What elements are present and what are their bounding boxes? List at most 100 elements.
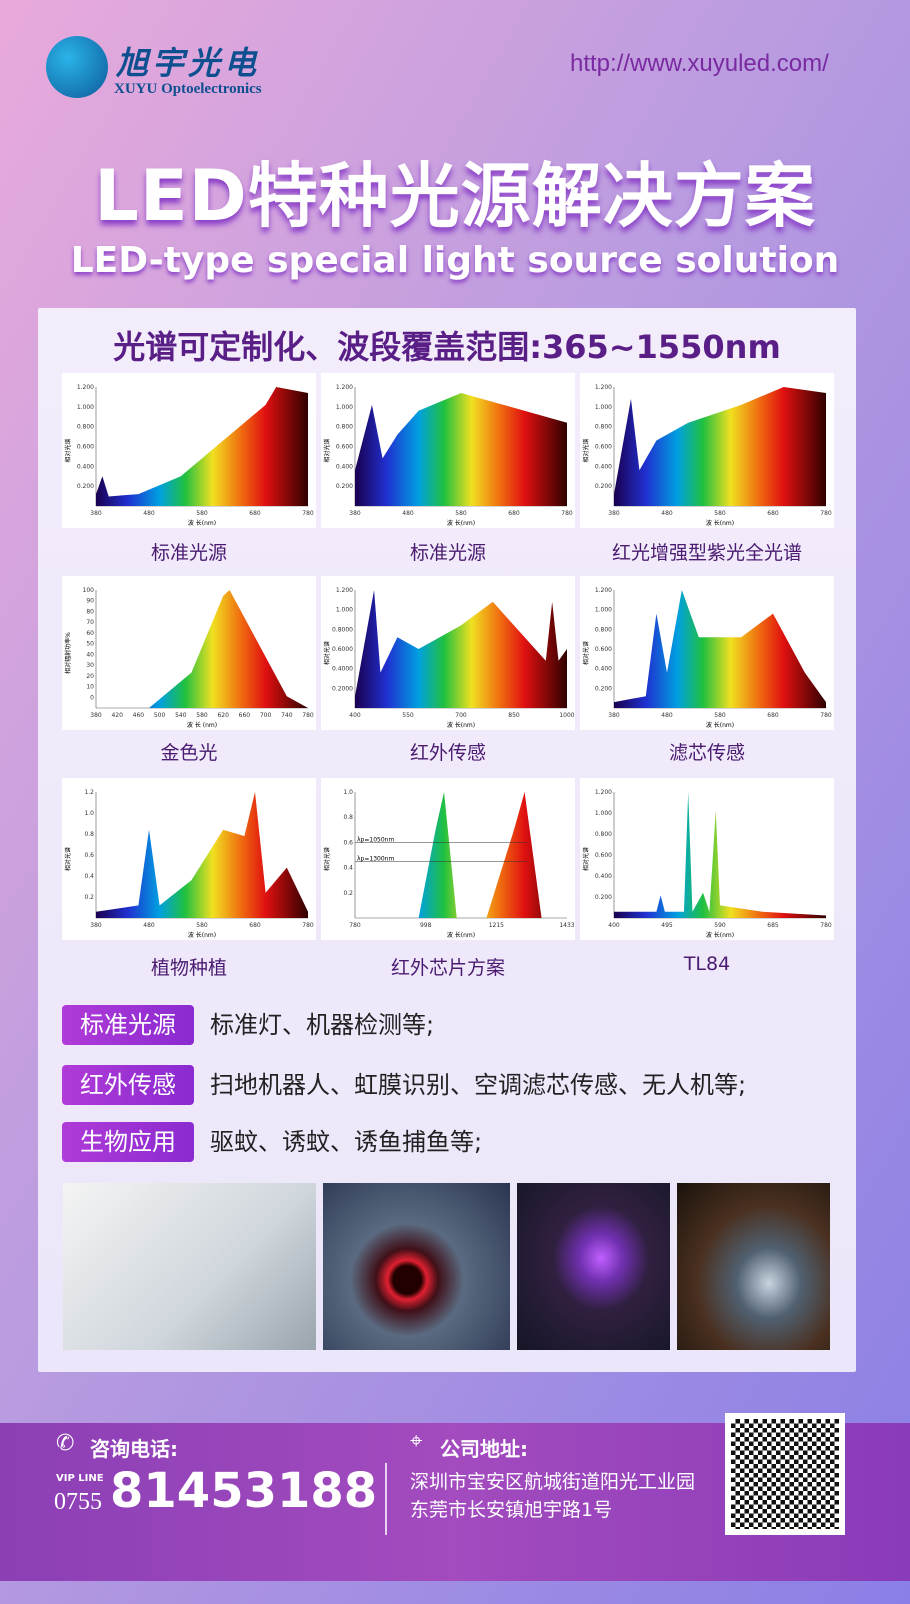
x-tick: 1433 — [559, 922, 574, 929]
y-axis-label: 相对光谱 — [582, 847, 590, 871]
divider — [385, 1463, 387, 1535]
spectrum-chart: 780 998 1215 1433 0.2 0.4 0.6 0.8 1.0 λp=1050nm λp… — [321, 778, 575, 940]
spectrum-curve — [614, 387, 826, 506]
y-tick: 0.4000 — [332, 666, 353, 673]
x-tick: 380 — [90, 712, 102, 719]
x-tick: 998 — [420, 922, 432, 929]
website-url[interactable]: http://www.xuyuled.com/ — [570, 50, 829, 77]
x-axis-label: 波 长(nm) — [447, 519, 475, 527]
x-tick: 580 — [714, 510, 726, 517]
x-axis-label: 波 长(nm) — [706, 721, 734, 729]
y-tick: 1.0 — [84, 810, 94, 817]
y-tick: 0.800 — [77, 424, 94, 431]
spectrum-curve — [96, 590, 308, 708]
y-tick: 0.600 — [595, 646, 612, 653]
y-tick: 1.200 — [77, 384, 94, 391]
phone-icon: ✆ — [56, 1431, 75, 1456]
y-tick: 0.800 — [595, 626, 612, 633]
logo-cn: 旭宇光电 — [116, 44, 261, 82]
y-axis-label: 相对辐射功率% — [64, 632, 72, 674]
spectrum-curve — [614, 792, 826, 918]
y-tick: 80 — [86, 608, 94, 615]
phone-number[interactable]: 81453188 — [110, 1463, 378, 1519]
y-tick: 0.800 — [336, 424, 353, 431]
x-axis-label: 波 长(nm) — [447, 931, 475, 939]
spectrum-label: 标准光源 — [409, 542, 486, 564]
vip-line: VIP LINE — [56, 1473, 104, 1484]
y-tick: 0.6000 — [332, 646, 353, 653]
x-tick: 740 — [281, 712, 293, 719]
y-tick: 1.200 — [336, 384, 353, 391]
y-tick: 0.800 — [595, 424, 612, 431]
y-tick: 0.2 — [343, 890, 353, 897]
x-axis-label: 波 长(nm) — [706, 519, 734, 527]
x-tick: 380 — [608, 712, 620, 719]
y-tick: 0.400 — [336, 463, 353, 470]
x-tick: 380 — [349, 510, 361, 517]
x-tick: 580 — [196, 510, 208, 517]
spectrum-curve — [355, 590, 567, 708]
y-axis-label: 相对光谱 — [323, 438, 331, 462]
y-tick: 1.000 — [595, 607, 612, 614]
logo-mark-icon — [46, 36, 108, 98]
x-tick: 420 — [111, 712, 123, 719]
x-tick: 620 — [217, 712, 229, 719]
x-tick: 780 — [820, 712, 832, 719]
app-text: 标准灯、机器检测等; — [210, 1011, 435, 1039]
x-tick: 700 — [455, 712, 467, 719]
y-tick: 0.600 — [77, 444, 94, 451]
y-axis-label: 相对光谱 — [64, 438, 72, 462]
address-line-1: 深圳市宝安区航城街道阳光工业园 — [410, 1471, 696, 1493]
y-tick: 0.400 — [595, 666, 612, 673]
spectrum-label: 红外传感 — [409, 742, 486, 764]
x-tick: 380 — [90, 510, 102, 517]
y-tick: 0.4 — [84, 873, 94, 880]
x-tick: 1000 — [559, 712, 574, 719]
y-tick: 1.2 — [84, 789, 94, 796]
y-tick: 1.200 — [595, 384, 612, 391]
y-tick: 0.6 — [343, 839, 353, 846]
x-tick: 700 — [260, 712, 272, 719]
x-axis-label: 波 长(nm) — [706, 931, 734, 939]
x-tick: 550 — [402, 712, 414, 719]
area-code: 0755 — [54, 1489, 102, 1515]
y-tick: 0.200 — [595, 894, 612, 901]
y-tick: 0.200 — [336, 483, 353, 490]
x-tick: 380 — [90, 922, 102, 929]
app-text: 驱蚊、诱蚊、诱鱼捕鱼等; — [210, 1128, 483, 1156]
y-tick: 20 — [86, 673, 94, 680]
x-tick: 1215 — [489, 922, 504, 929]
spectrum-chart: 380 480 580 680 780 0.200 0.400 0.600 0.800 1.000… — [580, 373, 834, 528]
y-axis-label: 相对光谱 — [582, 641, 590, 665]
y-tick: 1.000 — [77, 404, 94, 411]
y-tick: 0.600 — [595, 852, 612, 859]
footer: ✆ 咨询电话: VIP LINE 0755 81453188 ⌖ 公司地址: 深… — [0, 1413, 910, 1581]
location-icon: ⌖ — [410, 1429, 423, 1454]
spectrum-curve — [355, 392, 567, 506]
spectrum-chart: 380 480 580 680 780 0.200 0.400 0.600 0.800 1.000… — [321, 373, 575, 528]
range-heading: 光谱可定制化、波段覆盖范围:365~1550nm — [113, 328, 781, 366]
y-axis-label: 相对光谱 — [323, 847, 331, 871]
y-axis-label: 相对光谱 — [582, 438, 590, 462]
y-tick: 100 — [83, 587, 95, 594]
x-tick: 580 — [196, 922, 208, 929]
y-tick: 0.400 — [595, 873, 612, 880]
qr-code[interactable] — [725, 1413, 845, 1535]
x-tick: 780 — [302, 712, 314, 719]
y-tick: 1.200 — [595, 587, 612, 594]
y-tick: 60 — [86, 630, 94, 637]
x-tick: 495 — [661, 922, 673, 929]
spectrum-chart: 400 495 590 685 780 0.200 0.400 0.600 0.800 1.000… — [580, 778, 834, 940]
spectrum-chart: 380 420 460 500 540 580 620 660 700 740 780 0 10 20 30… — [62, 576, 316, 730]
app-tag: 标准光源 — [62, 1005, 194, 1045]
photo-mosquito-lamp — [517, 1183, 670, 1350]
x-tick: 680 — [767, 510, 779, 517]
y-tick: 0.800 — [595, 831, 612, 838]
spectrum-label: 金色光 — [160, 742, 218, 764]
y-tick: 0.600 — [336, 444, 353, 451]
y-tick: 0.600 — [595, 444, 612, 451]
y-tick: 0.2000 — [332, 685, 353, 692]
y-tick: 0.4 — [343, 865, 353, 872]
x-tick: 780 — [302, 510, 314, 517]
x-tick: 580 — [455, 510, 467, 517]
